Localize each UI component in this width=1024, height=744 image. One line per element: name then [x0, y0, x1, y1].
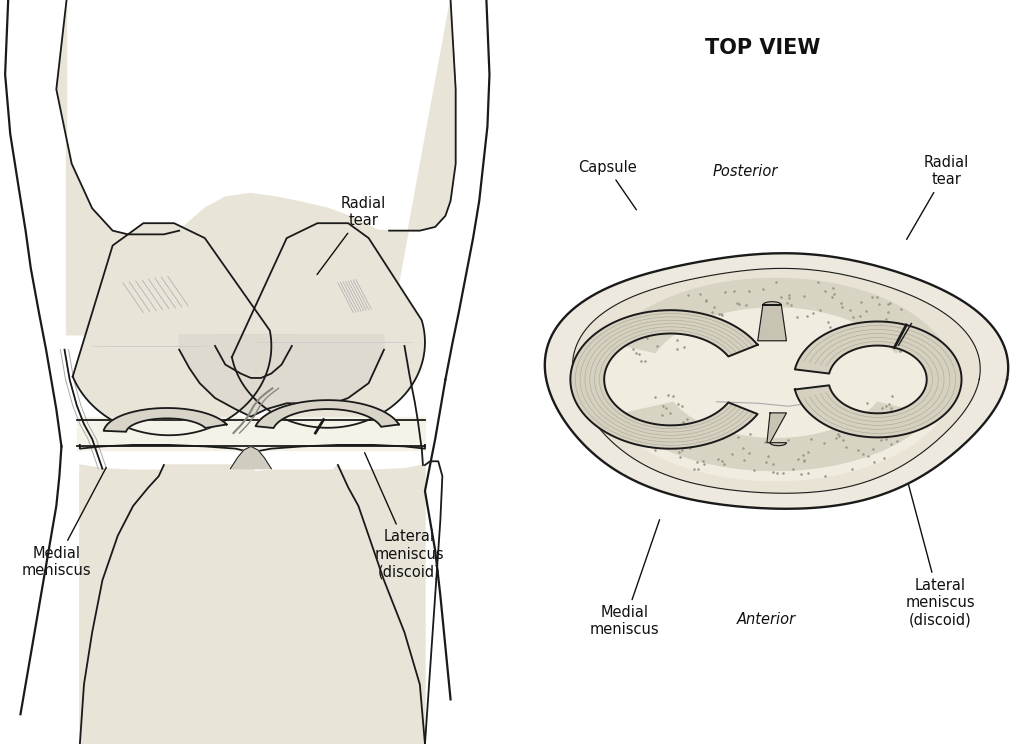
- Polygon shape: [56, 0, 179, 335]
- Text: Anterior: Anterior: [736, 612, 796, 626]
- Polygon shape: [389, 0, 456, 335]
- Polygon shape: [572, 269, 980, 493]
- Polygon shape: [231, 223, 425, 428]
- Polygon shape: [596, 278, 954, 481]
- Text: Radial
tear: Radial tear: [317, 196, 386, 275]
- Text: Lateral
meniscus
(discoid): Lateral meniscus (discoid): [365, 452, 444, 579]
- Text: Radial
tear: Radial tear: [906, 155, 969, 240]
- Polygon shape: [795, 321, 962, 437]
- Text: Lateral
meniscus
(discoid): Lateral meniscus (discoid): [905, 479, 975, 627]
- Text: TOP VIEW: TOP VIEW: [706, 39, 820, 58]
- Polygon shape: [77, 417, 425, 450]
- Polygon shape: [230, 446, 271, 469]
- Polygon shape: [767, 413, 786, 446]
- Polygon shape: [80, 465, 425, 744]
- Text: Posterior: Posterior: [713, 164, 778, 179]
- Polygon shape: [608, 278, 942, 353]
- Polygon shape: [215, 335, 292, 378]
- Polygon shape: [570, 310, 758, 449]
- Polygon shape: [80, 465, 425, 744]
- Polygon shape: [758, 302, 786, 341]
- Polygon shape: [179, 193, 389, 335]
- Text: Medial
meniscus: Medial meniscus: [590, 520, 659, 638]
- Polygon shape: [179, 335, 384, 417]
- Polygon shape: [256, 400, 399, 428]
- Text: Capsule: Capsule: [578, 160, 637, 210]
- Polygon shape: [545, 253, 1009, 509]
- Polygon shape: [103, 408, 226, 432]
- Polygon shape: [618, 403, 932, 470]
- Polygon shape: [73, 223, 271, 435]
- Text: Medial
meniscus: Medial meniscus: [22, 467, 106, 578]
